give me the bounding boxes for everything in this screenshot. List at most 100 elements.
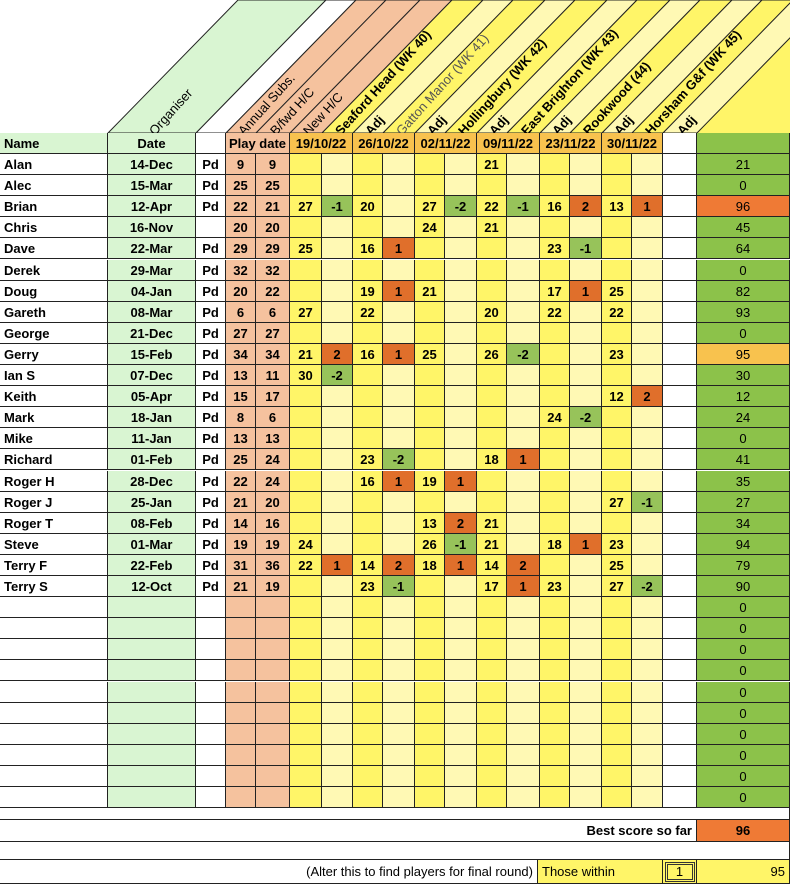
adj-cell[interactable] xyxy=(507,787,540,809)
adj-cell[interactable] xyxy=(445,175,477,197)
subs-paid[interactable]: Pd xyxy=(196,301,226,323)
score-cell[interactable] xyxy=(415,787,445,809)
score-cell[interactable] xyxy=(415,744,445,766)
adj-cell[interactable] xyxy=(445,576,477,598)
adj-cell[interactable] xyxy=(507,154,540,176)
score-cell[interactable] xyxy=(353,407,383,429)
score-cell[interactable] xyxy=(415,681,445,703)
header-gap[interactable] xyxy=(663,133,697,154)
adj-cell[interactable] xyxy=(632,681,663,703)
organiser-date[interactable]: 15-Mar xyxy=(108,175,196,197)
score-cell[interactable]: 14 xyxy=(353,554,383,576)
score-cell[interactable] xyxy=(415,175,445,197)
score-cell[interactable] xyxy=(353,702,383,724)
subs-paid[interactable]: Pd xyxy=(196,449,226,471)
adj-cell[interactable] xyxy=(570,449,602,471)
adj-cell[interactable] xyxy=(322,470,353,492)
adj-cell[interactable] xyxy=(632,702,663,724)
score-cell[interactable] xyxy=(353,154,383,176)
subs-paid[interactable] xyxy=(196,618,226,640)
score-cell[interactable] xyxy=(415,301,445,323)
score-cell[interactable]: 21 xyxy=(477,533,507,555)
adj-cell[interactable] xyxy=(383,787,415,809)
score-cell[interactable]: 18 xyxy=(415,554,445,576)
adj-cell[interactable] xyxy=(445,259,477,281)
bfwd-handicap[interactable]: 15 xyxy=(226,386,256,408)
subs-paid[interactable]: Pd xyxy=(196,238,226,260)
score-cell[interactable]: 23 xyxy=(353,449,383,471)
adj-cell[interactable] xyxy=(445,217,477,239)
score-cell[interactable] xyxy=(353,618,383,640)
adj-cell[interactable] xyxy=(632,259,663,281)
player-name[interactable] xyxy=(0,723,108,745)
adj-cell[interactable]: 2 xyxy=(445,512,477,534)
subs-paid[interactable]: Pd xyxy=(196,280,226,302)
new-handicap[interactable]: 19 xyxy=(256,533,290,555)
adj-cell[interactable] xyxy=(383,365,415,387)
adj-cell[interactable] xyxy=(383,259,415,281)
score-cell[interactable]: 25 xyxy=(415,343,445,365)
header-total[interactable] xyxy=(697,133,790,154)
adj-cell[interactable] xyxy=(445,744,477,766)
score-cell[interactable] xyxy=(540,618,570,640)
bfwd-handicap[interactable] xyxy=(226,744,256,766)
organiser-date[interactable] xyxy=(108,787,196,809)
organiser-date[interactable]: 01-Mar xyxy=(108,533,196,555)
score-cell[interactable] xyxy=(290,154,322,176)
adj-cell[interactable] xyxy=(632,597,663,619)
new-handicap[interactable] xyxy=(256,660,290,682)
adj-cell[interactable] xyxy=(570,702,602,724)
adj-cell[interactable] xyxy=(445,428,477,450)
score-cell[interactable] xyxy=(540,554,570,576)
score-cell[interactable] xyxy=(353,533,383,555)
organiser-date[interactable] xyxy=(108,702,196,724)
header-round-date[interactable]: 23/11/22 xyxy=(540,133,602,154)
adj-cell[interactable] xyxy=(570,618,602,640)
adj-cell[interactable] xyxy=(632,238,663,260)
adj-cell[interactable] xyxy=(570,175,602,197)
score-cell[interactable] xyxy=(602,660,632,682)
score-cell[interactable]: 12 xyxy=(602,386,632,408)
new-handicap[interactable] xyxy=(256,787,290,809)
adj-cell[interactable]: 1 xyxy=(383,343,415,365)
score-cell[interactable] xyxy=(540,660,570,682)
score-cell[interactable] xyxy=(540,702,570,724)
adj-cell[interactable] xyxy=(322,259,353,281)
gap-cell[interactable] xyxy=(663,618,697,640)
bfwd-handicap[interactable] xyxy=(226,765,256,787)
score-cell[interactable] xyxy=(477,238,507,260)
score-cell[interactable]: 21 xyxy=(477,154,507,176)
adj-cell[interactable] xyxy=(445,702,477,724)
adj-cell[interactable] xyxy=(322,280,353,302)
score-cell[interactable] xyxy=(477,491,507,513)
bfwd-handicap[interactable] xyxy=(226,787,256,809)
adj-cell[interactable] xyxy=(632,428,663,450)
adj-cell[interactable] xyxy=(632,554,663,576)
score-cell[interactable] xyxy=(540,681,570,703)
score-cell[interactable] xyxy=(477,365,507,387)
new-handicap[interactable]: 20 xyxy=(256,491,290,513)
player-name[interactable]: Richard xyxy=(0,449,108,471)
score-cell[interactable]: 27 xyxy=(602,491,632,513)
adj-cell[interactable] xyxy=(507,723,540,745)
player-name[interactable]: Mike xyxy=(0,428,108,450)
score-cell[interactable] xyxy=(540,365,570,387)
score-cell[interactable] xyxy=(415,639,445,661)
score-cell[interactable] xyxy=(353,217,383,239)
player-name[interactable]: Doug xyxy=(0,280,108,302)
score-cell[interactable] xyxy=(477,428,507,450)
gap-cell[interactable] xyxy=(663,259,697,281)
total-score[interactable]: 0 xyxy=(697,744,790,766)
total-score[interactable]: 35 xyxy=(697,470,790,492)
score-cell[interactable] xyxy=(353,787,383,809)
adj-cell[interactable] xyxy=(322,681,353,703)
total-score[interactable]: 0 xyxy=(697,702,790,724)
adj-cell[interactable] xyxy=(445,407,477,429)
header-round-date[interactable]: 02/11/22 xyxy=(415,133,477,154)
score-cell[interactable]: 22 xyxy=(353,301,383,323)
total-score[interactable]: 0 xyxy=(697,639,790,661)
adj-cell[interactable] xyxy=(570,576,602,598)
gap-cell[interactable] xyxy=(663,407,697,429)
score-cell[interactable] xyxy=(540,491,570,513)
gap-cell[interactable] xyxy=(663,154,697,176)
